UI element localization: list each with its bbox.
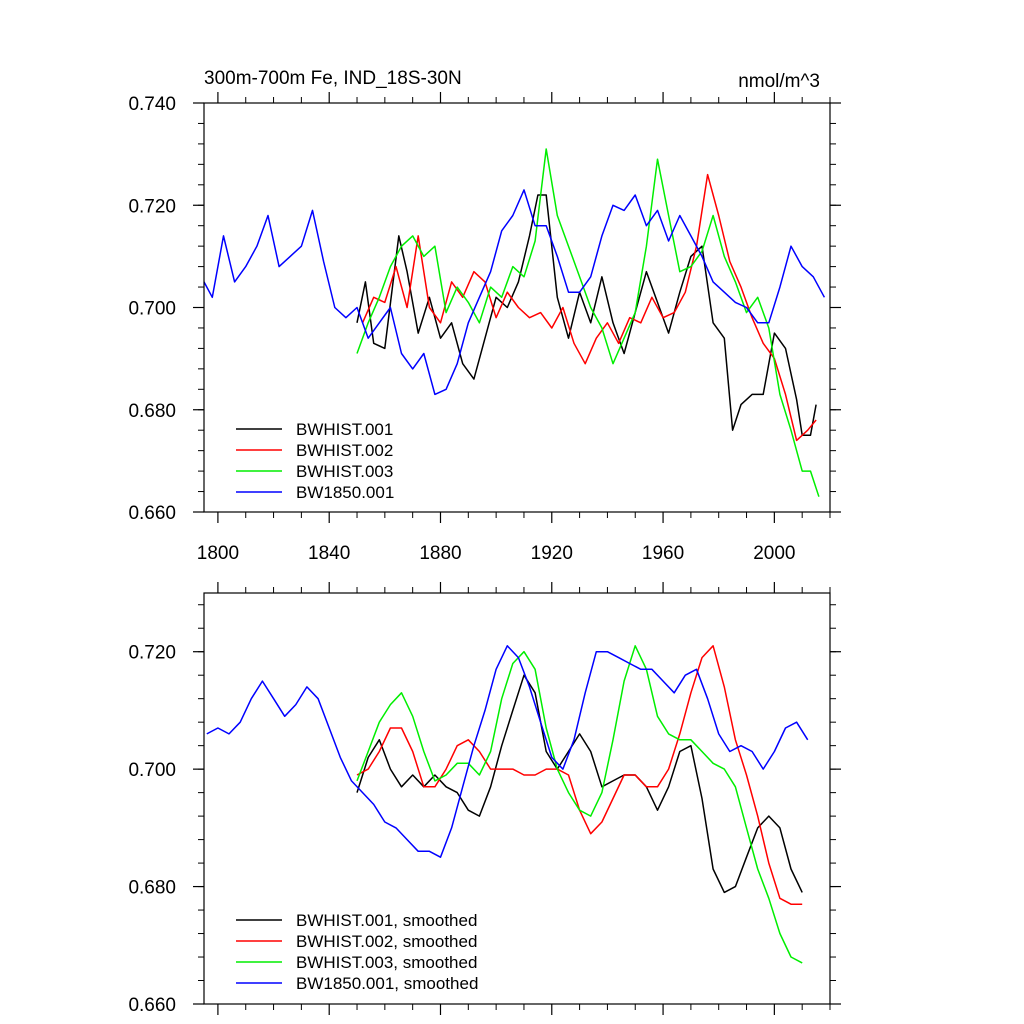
series-line-bwhist-001 [356,194,817,437]
legend-label: BWHIST.001, smoothed [296,911,477,930]
y-tick-label: 0.660 [128,995,176,1016]
series-line-bw1850-001-smoothed [206,645,809,858]
series-line-bwhist-003-smoothed [356,645,803,964]
legend-label: BWHIST.002, smoothed [296,932,477,951]
series-line-bwhist-002-smoothed [356,645,803,905]
bottom-legend: BWHIST.001, smoothed BWHIST.002, smoothed… [236,911,478,993]
legend-label: BW1850.001, smoothed [296,974,478,993]
y-tick-label: 0.720 [128,196,176,217]
series-line-bwhist-003 [356,148,820,497]
y-tick-label: 0.680 [128,401,176,422]
top-plot-frame [203,102,831,513]
series-line-bw1850-001 [203,189,826,396]
x-tick-label: 2000 [753,543,795,564]
x-tick-label: 1880 [419,543,461,564]
y-tick-label: 0.660 [128,503,176,524]
bottom-panel: 0.660 0.680 0.700 0.720 BWHIST.001, smoothe… [128,582,841,1016]
top-chart-title: 300m-700m Fe, IND_18S-30N [204,68,462,89]
legend-label: BWHIST.003 [296,462,393,481]
series-line-bwhist-001-smoothed [356,674,803,894]
series-line-bwhist-002 [361,173,817,442]
y-tick-label: 0.740 [128,94,176,115]
legend-label: BWHIST.001 [296,420,393,439]
legend-label: BW1850.001 [296,483,394,502]
top-panel: 300m-700m Fe, IND_18S-30N nmol/m^3 0.660… [128,68,841,564]
y-tick-label: 0.680 [128,878,176,899]
top-chart-units: nmol/m^3 [738,71,820,92]
y-tick-label: 0.720 [128,643,176,664]
y-tick-label: 0.700 [128,299,176,320]
bottom-plot-frame [203,592,831,1005]
x-tick-label: 1920 [531,543,573,564]
x-tick-label: 1800 [197,543,239,564]
y-tick-label: 0.700 [128,760,176,781]
top-legend: BWHIST.001 BWHIST.002 BWHIST.003 BW1850.001 [236,420,394,502]
legend-label: BWHIST.002 [296,441,393,460]
x-tick-label: 1840 [308,543,350,564]
legend-label: BWHIST.003, smoothed [296,953,477,972]
x-tick-label: 1960 [642,543,684,564]
